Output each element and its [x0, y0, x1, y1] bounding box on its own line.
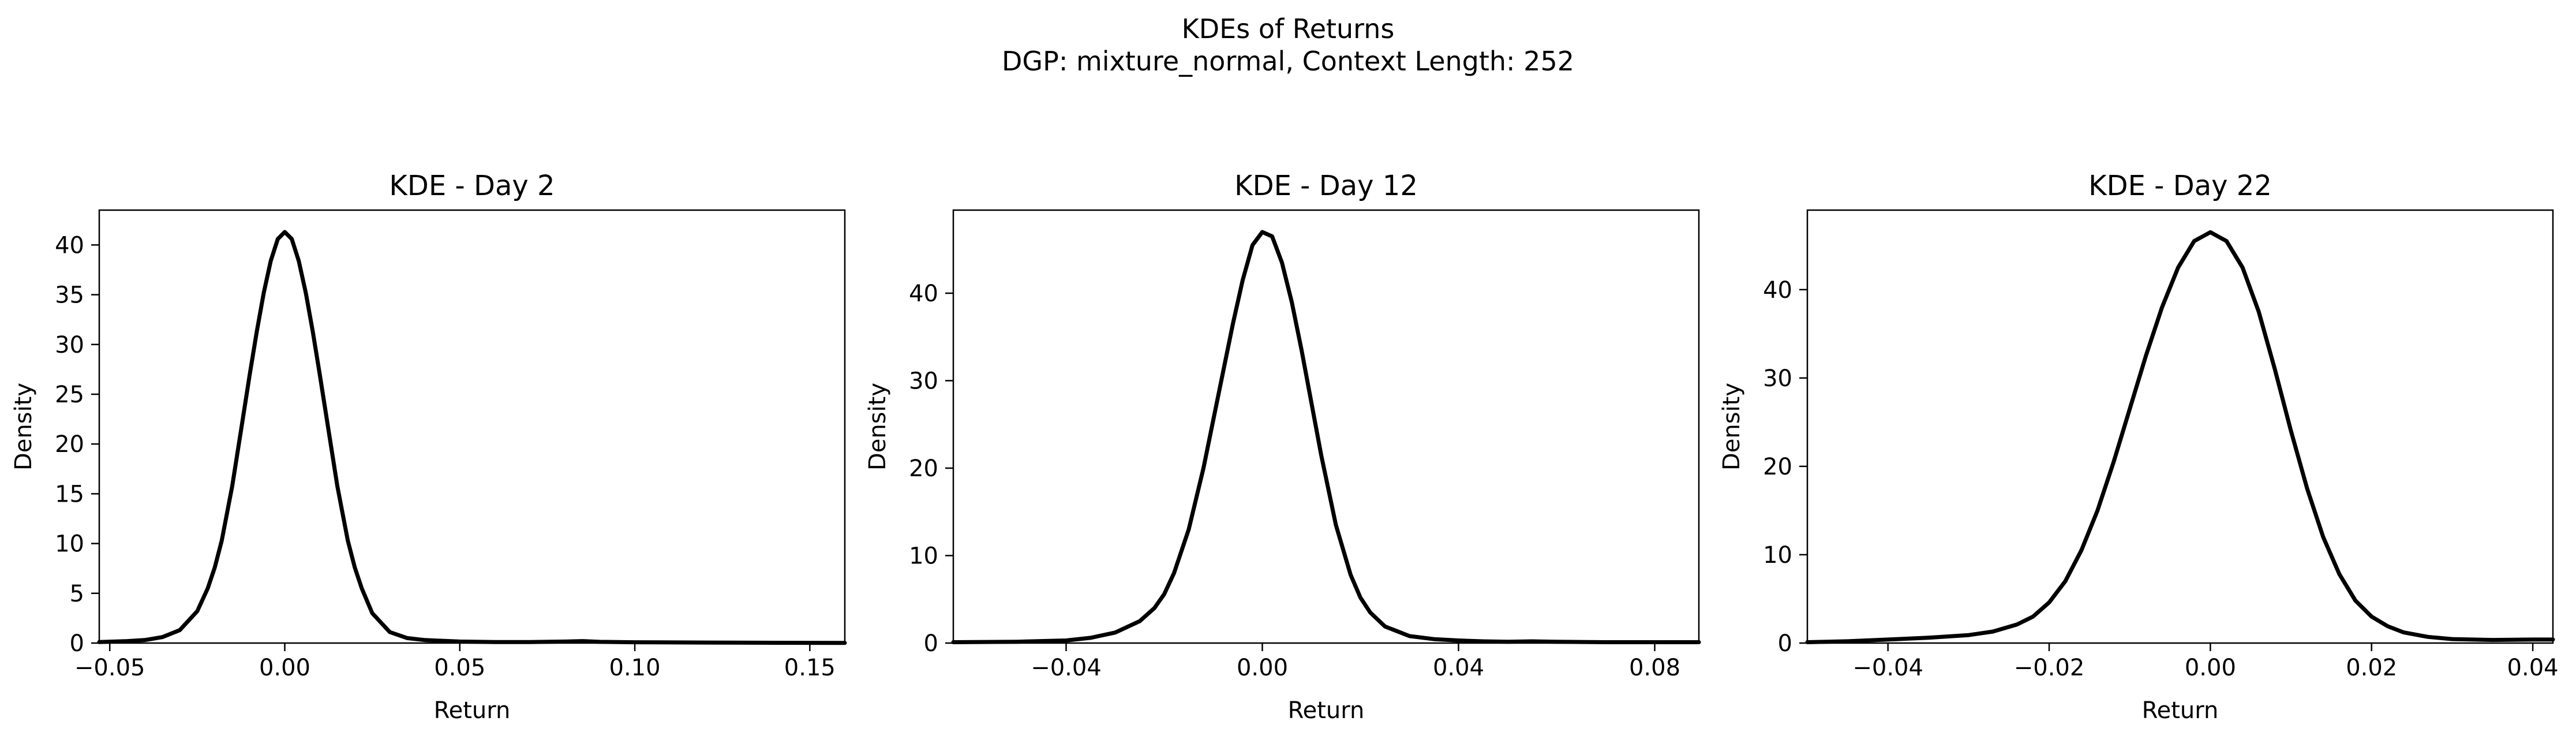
- y-tick-label: 0: [1778, 630, 1792, 657]
- panel-title: KDE - Day 22: [2088, 170, 2272, 202]
- kde-panel-day-22: KDE - Day 22 −0.04 −0.02 0.00 0.02 0.04 0 10 20 3…: [1718, 170, 2559, 724]
- y-tick-label: 10: [1763, 542, 1792, 569]
- x-tick-label: 0.05: [434, 655, 485, 681]
- y-tick-label: 40: [55, 232, 84, 259]
- y-axis-label: Density: [864, 383, 891, 470]
- y-tick-label: 0: [70, 630, 84, 657]
- x-axis-label: Return: [434, 697, 511, 724]
- panel-title: KDE - Day 2: [389, 170, 555, 202]
- y-axis-label: Density: [10, 383, 37, 470]
- axes-frame: [1806, 209, 2554, 644]
- y-tick-label: 30: [55, 332, 84, 358]
- y-tick-label: 5: [70, 581, 84, 607]
- x-tick-label: 0.10: [609, 655, 661, 681]
- y-tick-label: 40: [909, 281, 938, 307]
- x-tick-label: 0.04: [2507, 655, 2559, 681]
- kde-panel-day-2: KDE - Day 2 −0.05 0.00 0.05 0.10 0.15 0 5 10 15 20…: [10, 170, 847, 724]
- y-tick-label: 0: [924, 630, 938, 657]
- y-tick-label: 30: [909, 368, 938, 394]
- x-tick-label: −0.04: [1852, 655, 1923, 681]
- y-tick-label: 35: [55, 282, 84, 309]
- figure-subtitle: DGP: mixture_normal, Context Length: 252: [1002, 46, 1574, 77]
- y-axis-label: Density: [1718, 383, 1745, 470]
- x-tick-label: 0.00: [1237, 655, 1288, 681]
- kde-curve: [97, 230, 847, 645]
- kde-curve: [1805, 230, 2555, 644]
- x-tick-label: 0.00: [259, 655, 310, 681]
- panel-title: KDE - Day 12: [1234, 170, 1418, 202]
- x-tick-label: 0.08: [1629, 655, 1680, 681]
- x-axis-label: Return: [1288, 697, 1365, 724]
- y-tick-label: 25: [55, 382, 84, 408]
- y-tick-label: 20: [909, 455, 938, 482]
- y-tick-label: 15: [55, 481, 84, 507]
- y-tick-label: 20: [1763, 454, 1792, 480]
- y-tick-label: 10: [909, 543, 938, 569]
- y-tick-label: 40: [1763, 277, 1792, 304]
- x-axis-label: Return: [2142, 697, 2219, 724]
- axes-frame: [952, 209, 1700, 644]
- axes-frame: [98, 209, 846, 644]
- kde-panel-day-12: KDE - Day 12 −0.04 0.00 0.04 0.08 0 10 20 30 40 Re…: [864, 170, 1701, 724]
- x-tick-label: 0.00: [2185, 655, 2236, 681]
- y-tick-label: 30: [1763, 365, 1792, 392]
- x-tick-label: −0.02: [2014, 655, 2085, 681]
- x-tick-label: −0.04: [1031, 655, 1102, 681]
- x-tick-label: 0.15: [784, 655, 836, 681]
- kde-curve: [951, 230, 1701, 644]
- x-tick-label: 0.02: [2346, 655, 2397, 681]
- y-tick-label: 20: [55, 431, 84, 458]
- figure-title: KDEs of Returns: [1181, 13, 1395, 44]
- x-tick-label: 0.04: [1433, 655, 1484, 681]
- y-tick-label: 10: [55, 531, 84, 558]
- figure-title-block: KDEs of Returns DGP: mixture_normal, Con…: [0, 13, 2576, 77]
- x-tick-label: −0.05: [74, 655, 145, 681]
